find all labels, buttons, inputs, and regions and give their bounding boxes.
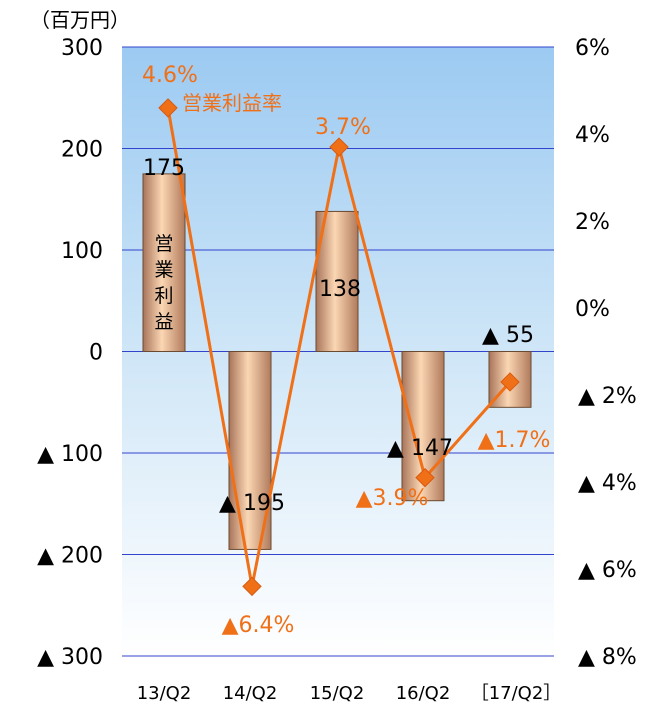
line-marker	[415, 467, 435, 488]
bar-value-labels: 175 ▲ 195 138 ▲ 147 ▲ 55	[143, 156, 534, 516]
right-tick-label: 4%	[575, 123, 610, 148]
bar-value-label: 175	[143, 156, 185, 181]
line-marker	[500, 372, 520, 392]
right-tick-label: ▲ 6%	[578, 558, 637, 583]
bar	[142, 173, 186, 352]
category-label: ［17/Q2］	[471, 683, 562, 704]
right-tick-label: 0%	[575, 297, 610, 322]
right-tick-label: 2%	[575, 210, 610, 235]
right-tick-label: ▲ 2%	[578, 384, 637, 409]
line-value-label: 3.7%	[315, 115, 371, 140]
line-marker	[158, 98, 178, 118]
left-tick-label: 300	[61, 36, 103, 61]
line-value-label: 4.6%	[142, 63, 198, 88]
category-label: 13/Q2	[137, 683, 192, 704]
line-series-label: 営業利益率	[182, 91, 282, 115]
right-axis: 6% 4% 2% 0% ▲ 2% ▲ 4% ▲ 6% ▲ 8%	[575, 36, 637, 670]
bar-value-label: ▲ 55	[482, 323, 534, 348]
right-tick-label: 6%	[575, 36, 610, 61]
line-marker	[329, 137, 349, 157]
bar-series-label: 業	[154, 259, 173, 281]
category-labels: 13/Q2 14/Q2 15/Q2 16/Q2 ［17/Q2］	[137, 683, 562, 704]
line-value-labels: 4.6% ▲6.4% 3.7% ▲3.9% ▲1.7%	[142, 63, 550, 638]
category-label: 15/Q2	[310, 683, 365, 704]
bar-value-label: ▲ 195	[219, 491, 285, 516]
line-value-label: ▲6.4%	[222, 613, 295, 638]
right-tick-label: ▲ 8%	[578, 645, 637, 670]
bar-value-label: ▲ 147	[387, 436, 453, 461]
line-value-label: ▲1.7%	[478, 428, 551, 453]
category-label: 14/Q2	[223, 683, 278, 704]
left-axis: 300 200 100 0 ▲ 100 ▲ 200 ▲ 300	[37, 36, 103, 670]
left-tick-label: ▲ 100	[37, 442, 103, 467]
bar-series-label: 益	[154, 311, 173, 333]
unit-label: （百万円）	[30, 8, 130, 32]
left-tick-label: ▲ 200	[37, 544, 103, 569]
right-tick-label: ▲ 4%	[578, 471, 637, 496]
bar-value-label: 138	[319, 277, 361, 302]
line-series	[158, 98, 520, 597]
line-value-label: ▲3.9%	[356, 486, 429, 511]
left-tick-label: 100	[61, 239, 103, 264]
left-tick-label: 200	[61, 138, 103, 163]
line-marker	[242, 576, 262, 597]
bar-series-label: 営	[154, 233, 173, 255]
bar-series-label: 利	[154, 285, 173, 307]
category-label: 16/Q2	[396, 683, 451, 704]
left-tick-label: ▲ 300	[37, 645, 103, 670]
left-tick-label: 0	[89, 341, 103, 366]
